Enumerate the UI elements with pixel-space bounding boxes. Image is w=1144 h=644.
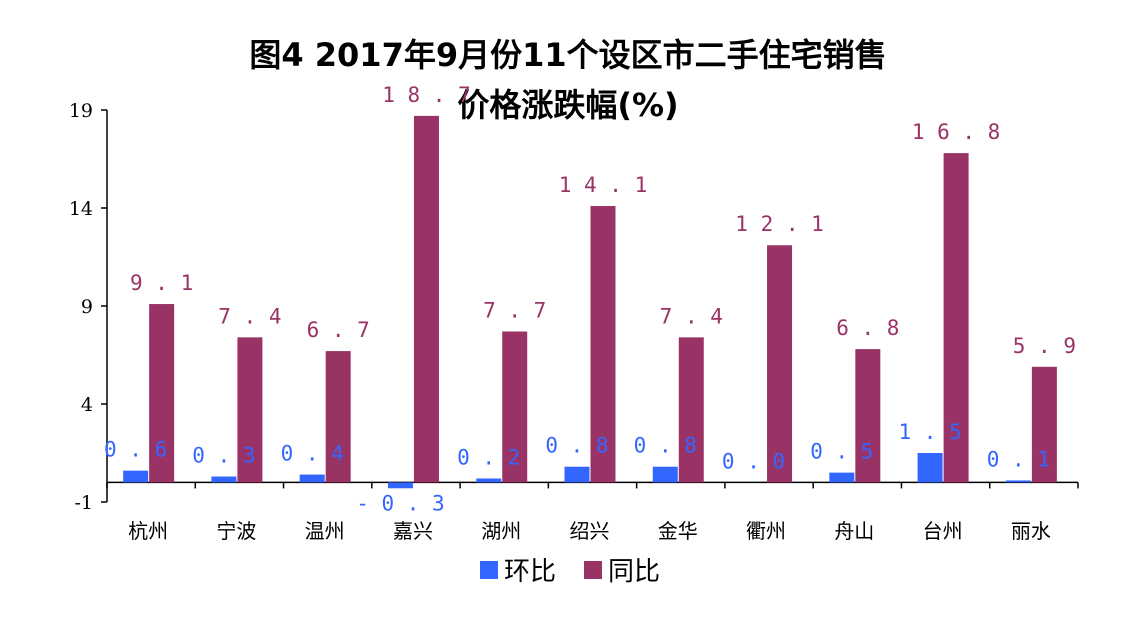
x-tick-label: 舟山	[834, 519, 874, 543]
bar-mom	[387, 482, 413, 489]
legend-label-0: 环比	[504, 557, 556, 587]
bar-yoy	[325, 351, 351, 483]
data-label: 9 . 1	[130, 271, 193, 295]
x-tick-label: 台州	[923, 519, 963, 543]
data-label: 1 2 . 1	[735, 212, 824, 236]
x-tick-label: 杭州	[128, 519, 168, 543]
legend-swatch-1	[584, 561, 602, 579]
chart-subtitle: 价格涨跌幅(%)	[457, 86, 678, 124]
y-tick-label: 9	[81, 296, 93, 318]
bar-mom	[564, 466, 590, 483]
bar-mom	[829, 472, 855, 483]
bar-yoy	[678, 337, 704, 483]
data-label: 1 4 . 1	[559, 173, 648, 197]
bar-mom	[211, 476, 237, 483]
bar-yoy	[149, 304, 175, 483]
legend: 环比 同比	[480, 557, 660, 587]
data-label: 0 . 4	[281, 442, 344, 466]
x-tick-label: 绍兴	[570, 519, 610, 543]
chart-title: 图4 2017年9月份11个设区市二手住宅销售	[249, 36, 886, 74]
data-label: 1 6 . 8	[912, 120, 1001, 144]
data-label: 0 . 6	[104, 438, 167, 462]
y-tick-label: 19	[69, 100, 93, 122]
bar-yoy	[590, 206, 616, 483]
data-label: 0 . 8	[545, 434, 608, 458]
data-label: - 0 . 3	[356, 491, 445, 515]
x-tick-label: 湖州	[481, 519, 521, 543]
bar-mom	[1005, 480, 1031, 483]
data-label: 5 . 9	[1013, 334, 1076, 358]
y-tick-label: 14	[69, 198, 93, 220]
bar-yoy	[502, 331, 528, 483]
bar-yoy	[1031, 366, 1057, 483]
bar-yoy	[855, 349, 881, 483]
data-label: 0 . 1	[987, 447, 1050, 471]
x-tick-label: 宁波	[216, 519, 256, 543]
data-label: 0 . 8	[634, 434, 697, 458]
data-label: 0 . 0	[722, 449, 785, 473]
legend-swatch-0	[480, 561, 498, 579]
data-label: 6 . 7	[307, 318, 370, 342]
data-label: 6 . 8	[836, 316, 899, 340]
data-label: 0 . 3	[192, 444, 255, 468]
y-tick-label: -1	[74, 492, 93, 514]
y-tick-label: 4	[81, 394, 93, 416]
data-label: 7 . 4	[218, 304, 281, 328]
data-label: 7 . 7	[483, 298, 546, 322]
legend-label-1: 同比	[608, 557, 660, 587]
bar-mom	[476, 478, 502, 483]
bar-yoy	[413, 115, 439, 483]
x-tick-label: 温州	[305, 519, 345, 543]
data-label: 0 . 5	[810, 440, 873, 464]
x-tick-label: 嘉兴	[393, 519, 433, 543]
bar-mom	[917, 453, 943, 483]
x-tick-label: 衢州	[746, 519, 786, 543]
bar-mom	[652, 466, 678, 483]
x-tick-label: 金华	[658, 519, 698, 543]
data-label: 1 8 . 7	[382, 83, 471, 107]
bar-mom	[299, 474, 325, 483]
bar-yoy	[237, 337, 263, 483]
x-tick-label: 丽水	[1011, 519, 1051, 543]
bar-mom	[123, 470, 149, 483]
data-label: 7 . 4	[660, 304, 723, 328]
data-label: 1 . 5	[898, 420, 961, 444]
bar-yoy	[943, 153, 969, 483]
bar-yoy	[767, 245, 793, 483]
data-label: 0 . 2	[457, 445, 520, 469]
